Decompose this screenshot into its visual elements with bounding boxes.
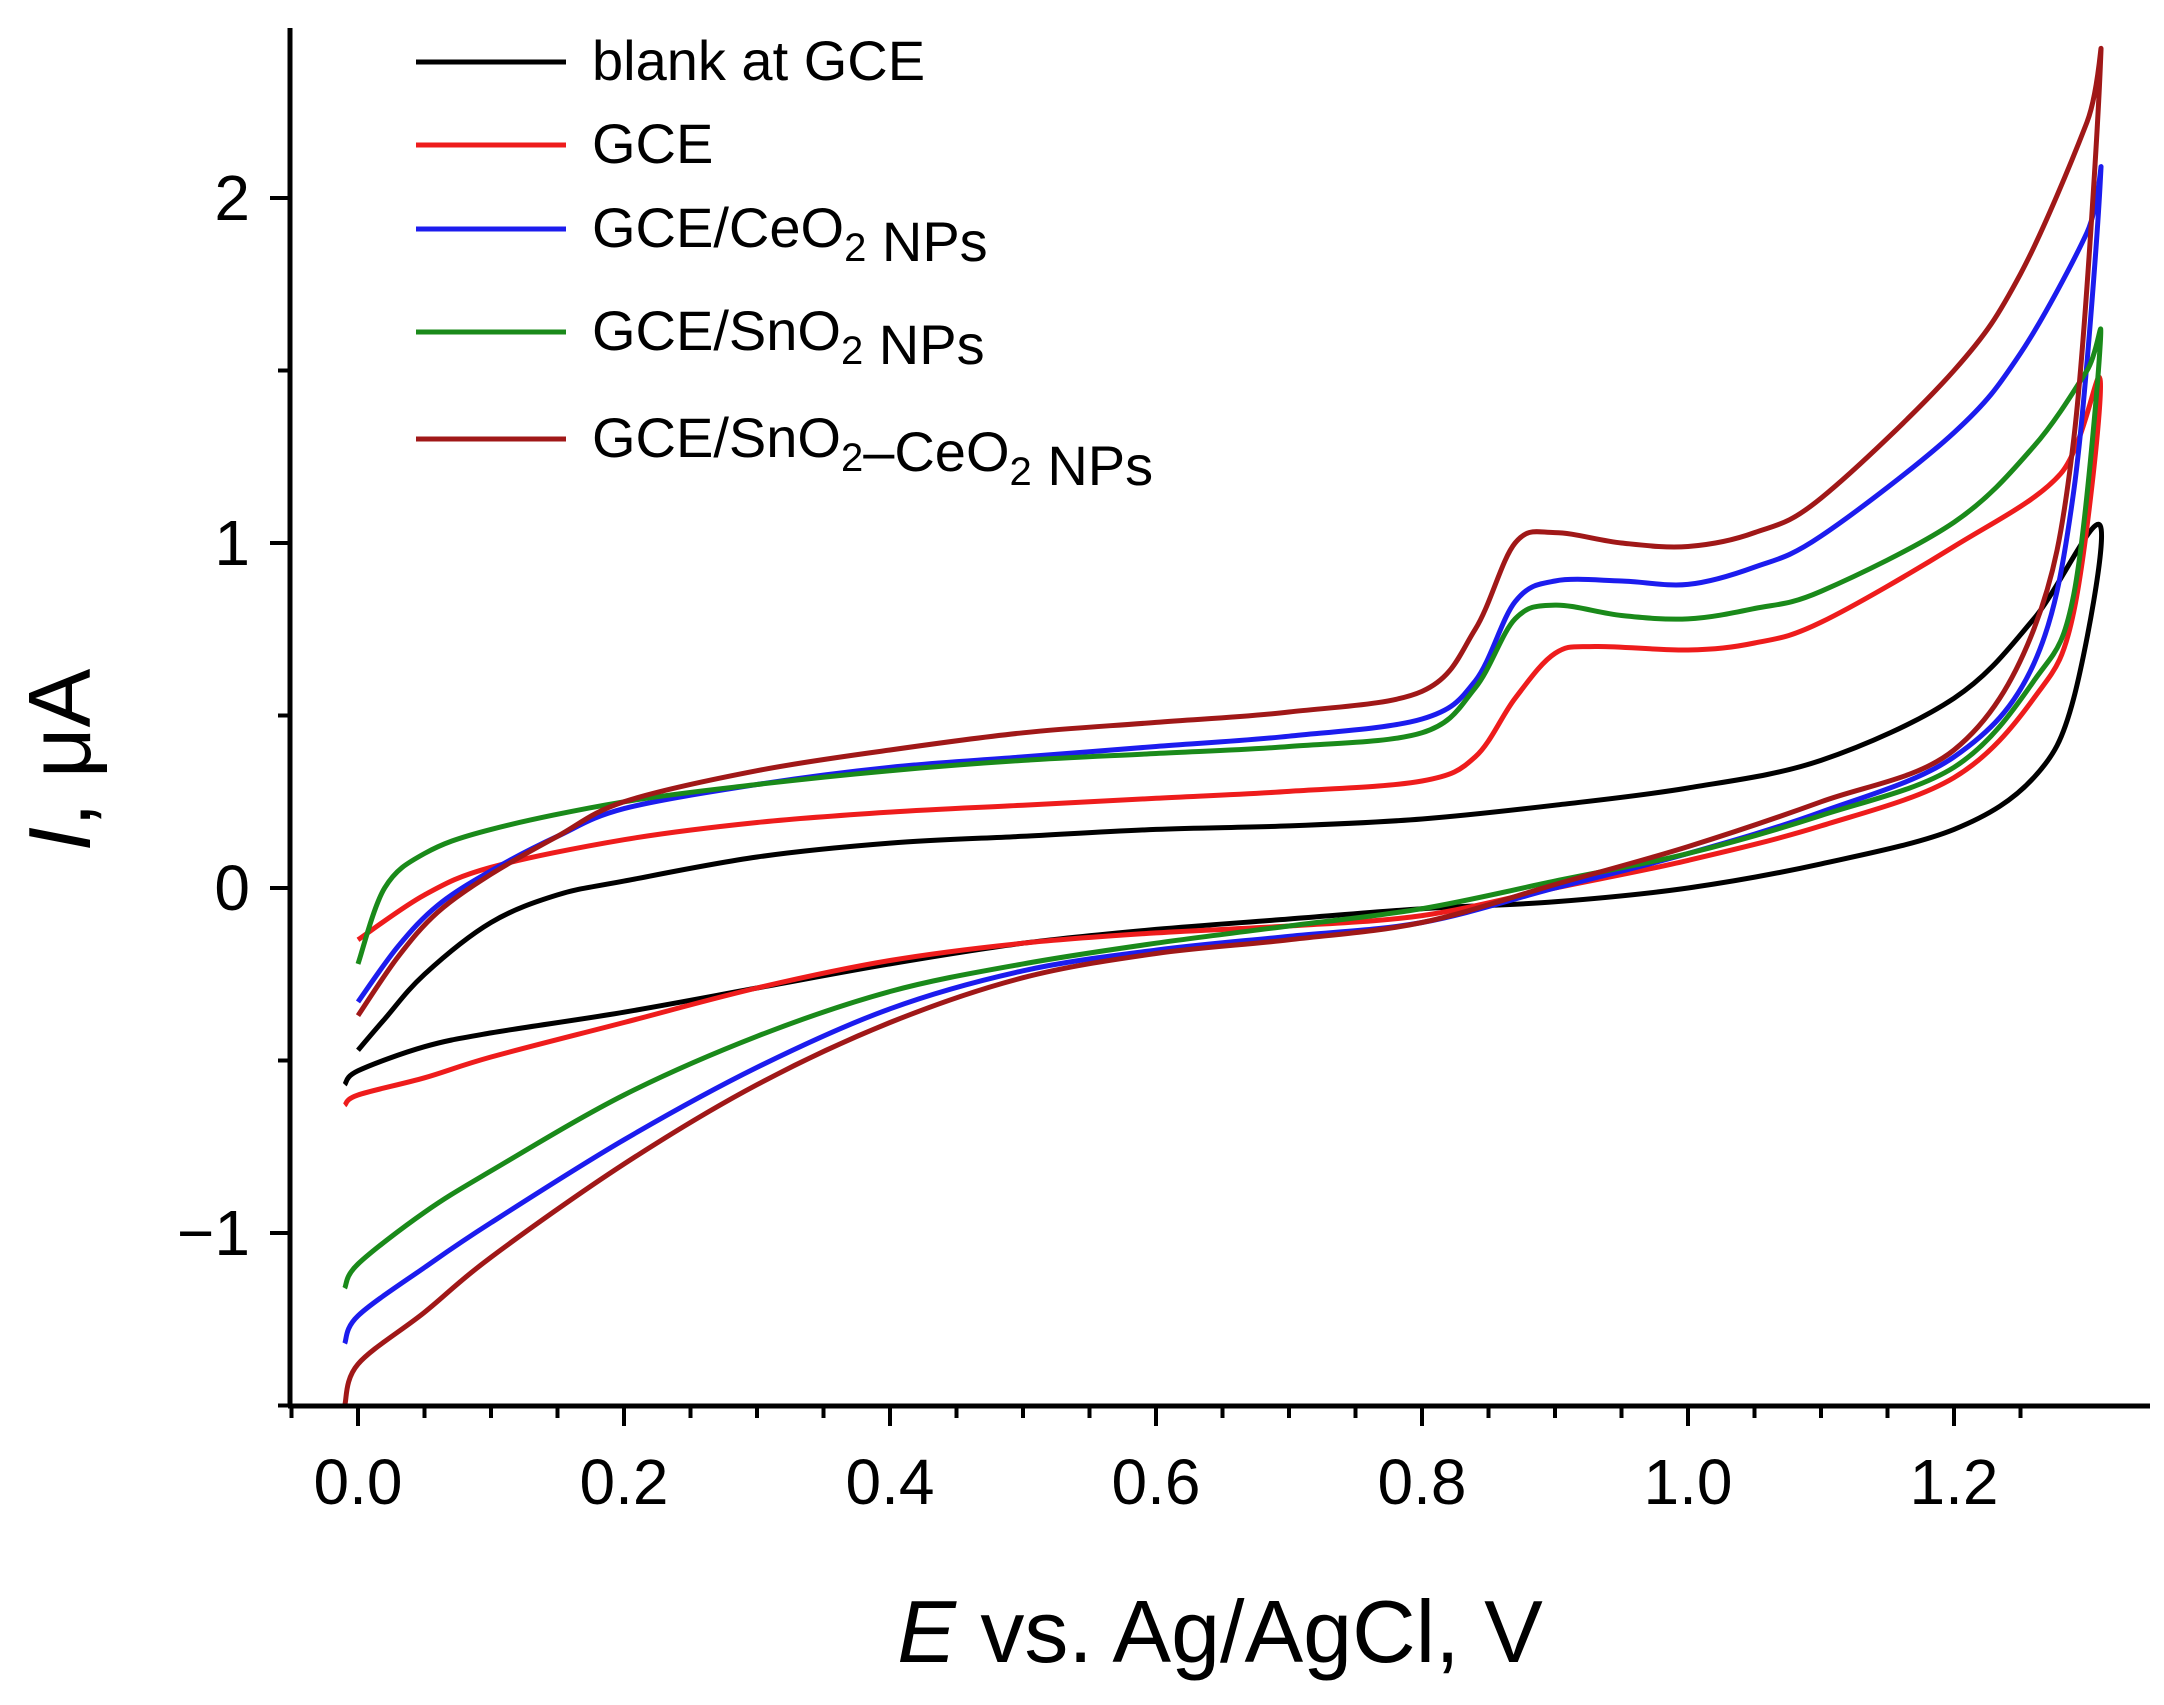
legend-text-part: NPs — [1032, 434, 1153, 497]
y-tick-label: 1 — [214, 507, 250, 579]
legend-label-1: GCE — [592, 112, 713, 175]
y-tick-label: 0 — [214, 852, 250, 924]
legend-text-part: NPs — [863, 313, 984, 376]
legend-subscript: 2 — [841, 329, 863, 373]
x-tick-label: 1.0 — [1644, 1446, 1733, 1518]
y-tick-label: 2 — [214, 162, 250, 234]
x-axis-title-rest: vs. Ag/AgCl, V — [956, 1582, 1543, 1681]
series-line-0 — [342, 521, 2105, 1087]
legend-label-4: GCE/SnO2–CeO2 NPs — [592, 406, 1153, 497]
x-tick-label: 0.6 — [1112, 1446, 1201, 1518]
legend-label-2: GCE/CeO2 NPs — [592, 196, 988, 273]
legend-text-part: GCE/SnO — [592, 406, 841, 469]
series-line-3 — [342, 326, 2104, 1290]
series-line-2 — [342, 164, 2104, 1345]
data-curves — [342, 45, 2105, 1406]
legend-text-part: blank at GCE — [592, 29, 925, 92]
x-tick-label: 0.8 — [1378, 1446, 1467, 1518]
y-tick-label: −1 — [177, 1197, 250, 1269]
legend-subscript: 2 — [841, 436, 863, 480]
legend-text-part: GCE — [592, 112, 713, 175]
y-axis-title-rest: , μA — [10, 668, 109, 827]
legend-text-part: GCE/CeO — [592, 196, 844, 259]
legend-label-0: blank at GCE — [592, 29, 925, 92]
legend-text-part: GCE/SnO — [592, 299, 841, 362]
legend-text-part: –CeO — [863, 420, 1009, 483]
x-tick-label: 1.2 — [1910, 1446, 1999, 1518]
legend-label-3: GCE/SnO2 NPs — [592, 299, 985, 376]
series-line-4 — [342, 45, 2104, 1406]
ticks — [270, 196, 2023, 1426]
x-tick-label: 0.4 — [846, 1446, 935, 1518]
x-axis-title-italic: E — [897, 1582, 957, 1681]
legend-text-part: NPs — [866, 210, 987, 273]
x-tick-label: 0.0 — [314, 1446, 403, 1518]
legend-subscript: 2 — [1010, 450, 1032, 494]
y-axis-title: I, μA — [10, 668, 109, 851]
legend-subscript: 2 — [844, 226, 866, 270]
y-axis-title-italic: I — [10, 827, 109, 851]
tick-labels: 0.0 0.2 0.4 0.6 0.8 1.0 1.2 −1 0 1 2 — [177, 162, 1998, 1518]
x-axis-title: E vs. Ag/AgCl, V — [897, 1582, 1543, 1681]
x-tick-label: 0.2 — [580, 1446, 669, 1518]
